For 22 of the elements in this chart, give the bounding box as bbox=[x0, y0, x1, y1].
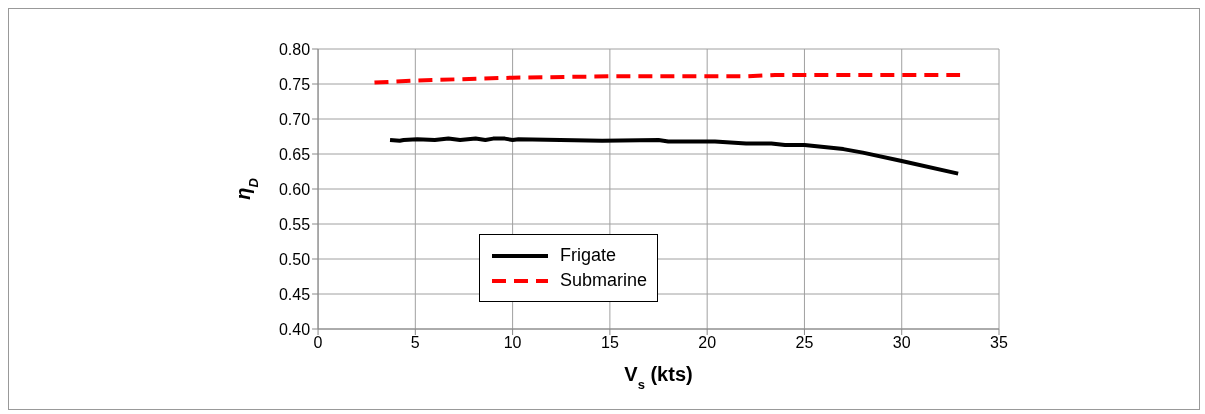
y-tick-label: 0.50 bbox=[278, 250, 311, 268]
x-tick-label: 10 bbox=[503, 334, 522, 352]
x-tick-label: 5 bbox=[410, 334, 420, 352]
legend-label: Submarine bbox=[560, 270, 648, 291]
x-tick-label: 35 bbox=[990, 334, 1008, 352]
x-axis-title: V$_{s}$ (kts) bbox=[624, 363, 693, 392]
y-tick-label: 0.75 bbox=[278, 75, 311, 93]
line-series bbox=[388, 136, 961, 176]
y-tick-label: 0.40 bbox=[278, 320, 311, 338]
x-tick-label: 15 bbox=[600, 334, 619, 352]
y-tick-label: 0.60 bbox=[278, 180, 311, 198]
y-tick-label: 0.70 bbox=[278, 110, 311, 128]
x-tick-label: 0 bbox=[313, 334, 323, 352]
y-tick-label: 0.45 bbox=[278, 285, 311, 303]
y-tick-label: 0.55 bbox=[278, 215, 311, 233]
y-tick-label: 0.65 bbox=[278, 145, 311, 163]
legend-label: Frigate bbox=[560, 245, 617, 266]
x-tick-label: 25 bbox=[795, 334, 814, 352]
line-series bbox=[372, 72, 963, 85]
x-tick-label: 30 bbox=[892, 334, 911, 352]
y-tick-label: 0.80 bbox=[278, 40, 311, 58]
x-tick-label: 20 bbox=[698, 334, 717, 352]
